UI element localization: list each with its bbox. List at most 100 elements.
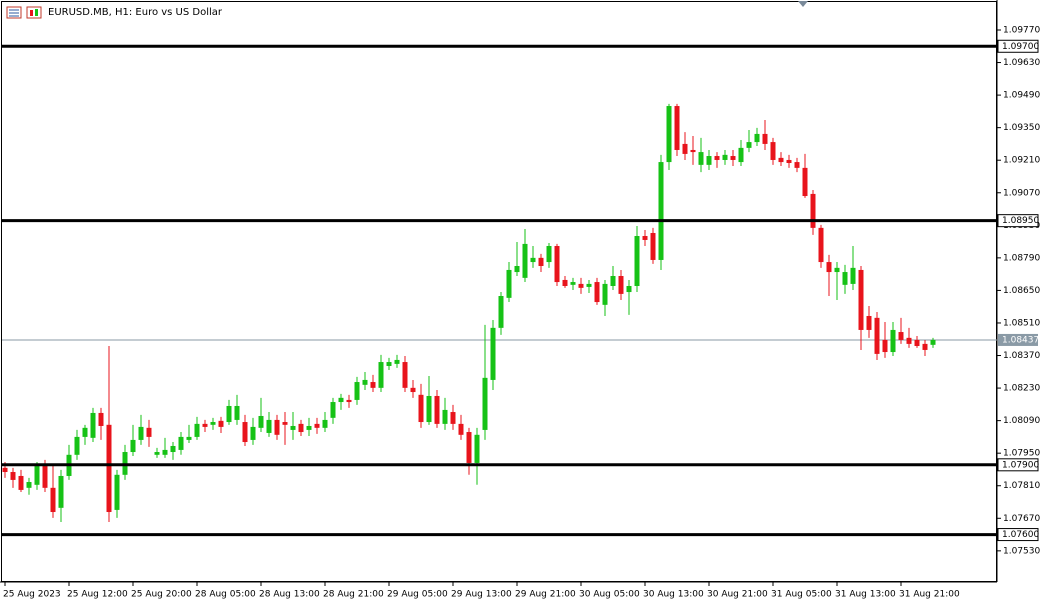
candle-body [826, 262, 832, 273]
y-tick-label: 1.08370 [1003, 351, 1040, 361]
candle-body [858, 269, 864, 330]
level-label: 1.08950 [1002, 216, 1039, 226]
candle-body [514, 266, 520, 273]
candle-body [738, 147, 744, 163]
candle-body [746, 142, 752, 148]
last-price-box [998, 333, 1038, 346]
last-price-label: 1.08437 [1002, 335, 1039, 345]
candle-body [658, 162, 664, 260]
candle-body [362, 379, 368, 385]
candle-body [762, 133, 768, 144]
candle-body [346, 399, 352, 403]
candle-body [842, 272, 848, 285]
candle-body [466, 432, 472, 463]
candle-body [98, 412, 104, 426]
candle-body [354, 382, 360, 400]
y-tick-label: 1.09350 [1003, 123, 1040, 133]
y-tick-label: 1.09210 [1003, 156, 1040, 166]
x-tick-label: 30 Aug 21:00 [707, 590, 768, 600]
candle-body [26, 482, 32, 488]
y-tick-label: 1.08230 [1003, 384, 1040, 394]
candle-body [834, 267, 840, 273]
x-tick-label: 28 Aug 13:00 [259, 590, 320, 600]
candle-body [554, 246, 560, 283]
y-tick-label: 1.07950 [1003, 449, 1040, 459]
candle-body [306, 425, 312, 430]
level-label: 1.07900 [1002, 460, 1039, 470]
candle-body [506, 269, 512, 298]
candle-body [34, 465, 40, 485]
candle-body [42, 465, 48, 488]
candle-body [650, 232, 656, 260]
y-tick-label: 1.09770 [1003, 25, 1040, 35]
candle-body [282, 422, 288, 425]
candle-body [210, 422, 216, 425]
chart-title: EURUSD.MB, H1: Euro vs US Dollar [48, 7, 223, 18]
candle-body [546, 246, 552, 263]
candle-body [850, 267, 856, 284]
x-tick-label: 28 Aug 05:00 [195, 590, 256, 600]
candle-body [242, 422, 248, 443]
icon-bar [35, 9, 38, 16]
candle-body [642, 236, 648, 240]
candle-body [234, 405, 240, 420]
candle-body [906, 337, 912, 344]
y-tick-label: 1.08090 [1003, 416, 1040, 426]
candle-body [410, 387, 416, 393]
candle-body [178, 436, 184, 450]
candle-body [386, 362, 392, 366]
candle-body [722, 154, 728, 160]
candle-body [586, 283, 592, 287]
x-tick-label: 29 Aug 13:00 [451, 590, 512, 600]
candle-body [714, 156, 720, 160]
candle-body [898, 332, 904, 340]
candle-body [522, 243, 528, 278]
candle-body [226, 405, 232, 423]
candle-body [490, 327, 496, 380]
candle-body [18, 475, 24, 490]
candle-body [482, 377, 488, 430]
icon[interactable] [26, 6, 42, 19]
candle-body [146, 427, 152, 437]
candle-body [338, 397, 344, 403]
y-tick-label: 1.08790 [1003, 253, 1040, 263]
candle-body [690, 149, 696, 153]
candle-body [314, 423, 320, 428]
y-tick-label: 1.07530 [1003, 546, 1040, 556]
candle-body [202, 423, 208, 427]
candle-body [706, 156, 712, 165]
x-tick-label: 25 Aug 20:00 [131, 590, 192, 600]
candle-body [450, 412, 456, 424]
candle-body [378, 362, 384, 388]
candle-body [10, 472, 16, 480]
candle-body [186, 436, 192, 440]
shift-marker[interactable] [798, 1, 808, 7]
candle-body [778, 157, 784, 163]
candle-body [922, 343, 928, 350]
candle-body [818, 227, 824, 263]
candle-body [626, 286, 632, 293]
candle-body [138, 426, 144, 440]
candle-body [274, 419, 280, 435]
y-tick-label: 1.07810 [1003, 481, 1040, 491]
candle-body [602, 283, 608, 305]
x-tick-label: 30 Aug 05:00 [579, 590, 640, 600]
candle-body [578, 283, 584, 288]
x-tick-label: 31 Aug 21:00 [899, 590, 960, 600]
candle-body [106, 424, 112, 513]
candle-body [698, 152, 704, 165]
candle-body [298, 423, 304, 433]
candle-body [730, 156, 736, 160]
x-tick-label: 31 Aug 05:00 [771, 590, 832, 600]
candle-body [442, 409, 448, 424]
y-tick-label: 1.09630 [1003, 58, 1040, 68]
candle-body [154, 452, 160, 455]
candle-body [90, 412, 96, 438]
y-tick-label: 1.07670 [1003, 514, 1040, 524]
y-tick-label: 1.09490 [1003, 91, 1040, 101]
candle-body [666, 106, 672, 163]
candle-body [2, 467, 8, 473]
candle-body [474, 434, 480, 463]
level-label: 1.09700 [1002, 42, 1039, 52]
